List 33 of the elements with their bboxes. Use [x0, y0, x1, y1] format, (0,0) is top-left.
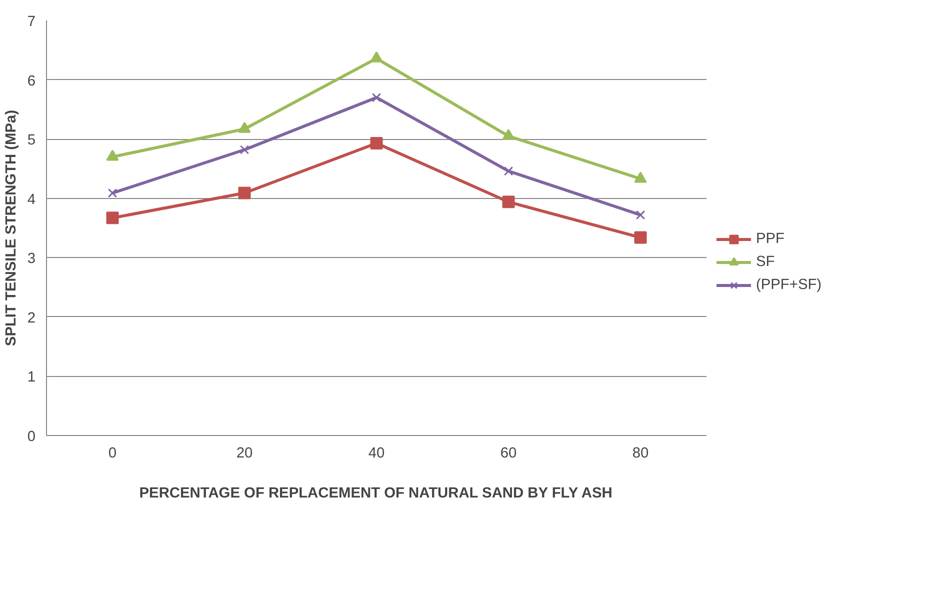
- point: [502, 129, 515, 140]
- legend-label: SF: [756, 254, 776, 270]
- x-axis-title: PERCENTAGE OF REPLACEMENT OF NATURAL SAND BY FLY ASH: [139, 486, 612, 502]
- y-axis-title: SPLIT TENSILE STRENGTH (MPa): [3, 110, 20, 346]
- point: [238, 122, 251, 133]
- point: [502, 196, 515, 208]
- y-tick-label: 7: [27, 14, 36, 30]
- y-tick-label: 5: [27, 132, 36, 149]
- point: [106, 212, 119, 224]
- point: [634, 231, 647, 244]
- x-tick-label: 0: [108, 446, 117, 462]
- point: [106, 150, 119, 161]
- x-tick-label: 60: [500, 446, 517, 462]
- point: [238, 186, 251, 200]
- point: [108, 188, 118, 198]
- point: [370, 136, 383, 150]
- y-tick-label: 2: [27, 310, 36, 326]
- legend-label: (PPF+SF): [756, 277, 822, 293]
- y-tick-label: 6: [27, 73, 36, 90]
- legend-label: PPF: [756, 231, 785, 247]
- point: [636, 210, 646, 220]
- y-tick-label: 0: [27, 429, 36, 445]
- point: [372, 92, 382, 102]
- y-tick-label: 4: [27, 192, 36, 208]
- y-tick-label: 3: [27, 251, 36, 268]
- point: [240, 145, 250, 154]
- point: [370, 51, 383, 62]
- y-tick-label: 1: [27, 370, 36, 386]
- x-tick-label: 20: [236, 446, 253, 462]
- point: [504, 166, 514, 176]
- x-tick-label: 80: [632, 446, 649, 462]
- x-tick-label: 40: [368, 446, 385, 462]
- point: [634, 172, 647, 183]
